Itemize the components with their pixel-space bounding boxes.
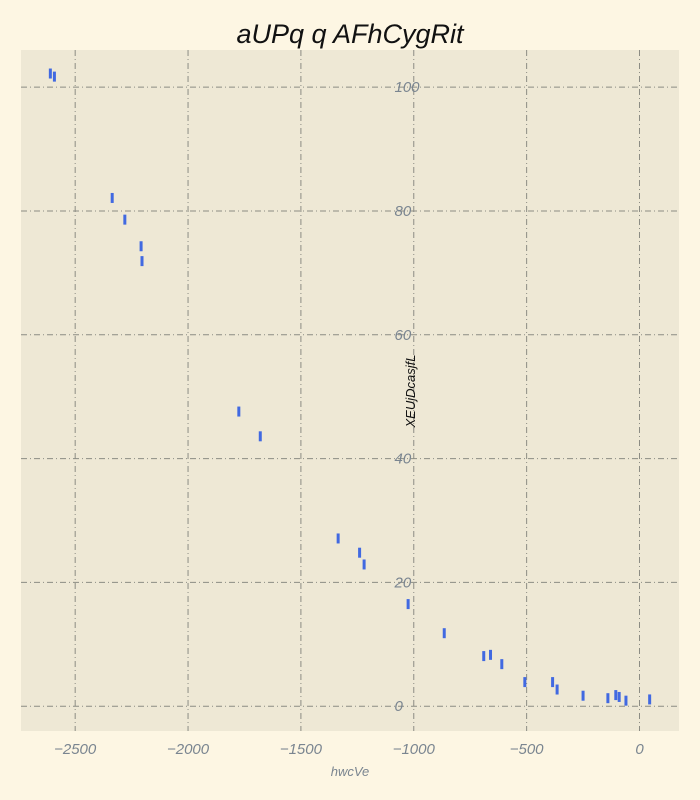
y-axis-label: XEUjDcasjfL (403, 355, 418, 429)
y-tick-label: 100 (394, 79, 420, 96)
y-tick-label: 0 (394, 698, 403, 715)
x-axis-label: hwcVe (331, 764, 370, 779)
x-tick-label: −2000 (167, 741, 210, 758)
y-tick-label: 40 (394, 451, 411, 468)
x-tick-label: −2500 (54, 741, 97, 758)
x-tick-label: −1000 (393, 741, 436, 758)
x-tick-label: 0 (635, 741, 644, 758)
x-tick-label: −500 (510, 741, 544, 758)
grid (21, 50, 679, 731)
chart-title: aUPq q AFhCygRit (236, 19, 465, 49)
tick-labels: −2500 −2000 −1500 −1000 −500 0 0 20 40 60 80 100 (54, 79, 644, 758)
data-points (48, 68, 652, 706)
plot-area (21, 50, 679, 731)
y-tick-label: 60 (394, 327, 411, 344)
y-tick-label: 20 (393, 574, 411, 591)
x-tick-label: −1500 (280, 741, 323, 758)
y-tick-label: 80 (394, 203, 411, 220)
